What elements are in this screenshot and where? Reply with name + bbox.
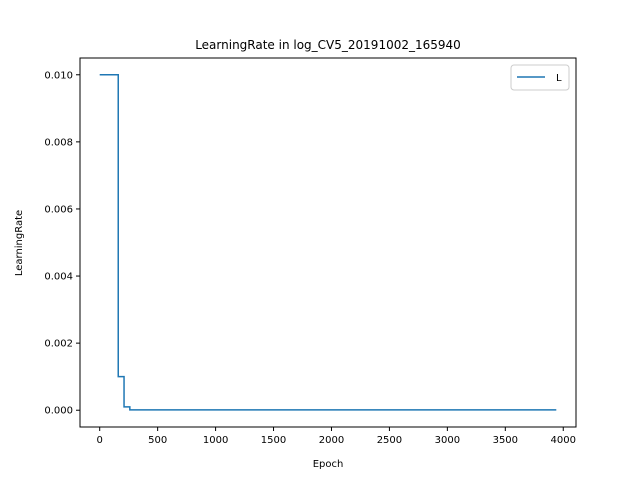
x-tick-label: 3500 [493,435,518,446]
chart-title: LearningRate in log_CV5_20191002_165940 [195,38,461,52]
x-tick-label: 3000 [435,435,460,446]
y-tick-label: 0.008 [44,137,73,148]
x-tick-label: 1000 [203,435,228,446]
x-axis-label: Epoch [313,459,344,470]
plot-area [79,57,577,428]
y-tick-label: 0.004 [44,272,73,283]
x-tick-label: 500 [148,435,167,446]
legend-label: L [556,73,562,84]
legend: L [510,64,570,91]
axes-frame [79,57,577,428]
y-tick-label: 0.000 [44,406,73,417]
x-axis: 0 500 1000 1500 2000 2500 3000 3500 4000 [97,427,576,446]
x-tick-label: 0 [97,435,103,446]
x-tick-label: 2000 [319,435,344,446]
y-axis: 0.000 0.002 0.004 0.006 0.008 0.010 [44,70,80,417]
y-tick-label: 0.002 [44,339,73,350]
series-layer [99,74,557,411]
y-tick-label: 0.010 [44,70,73,81]
series-line [99,74,557,411]
y-tick-label: 0.006 [44,204,73,215]
x-tick-label: 2500 [377,435,402,446]
x-tick-label: 4000 [551,435,576,446]
x-tick-label: 1500 [261,435,286,446]
y-axis-label: LearningRate [14,210,25,276]
